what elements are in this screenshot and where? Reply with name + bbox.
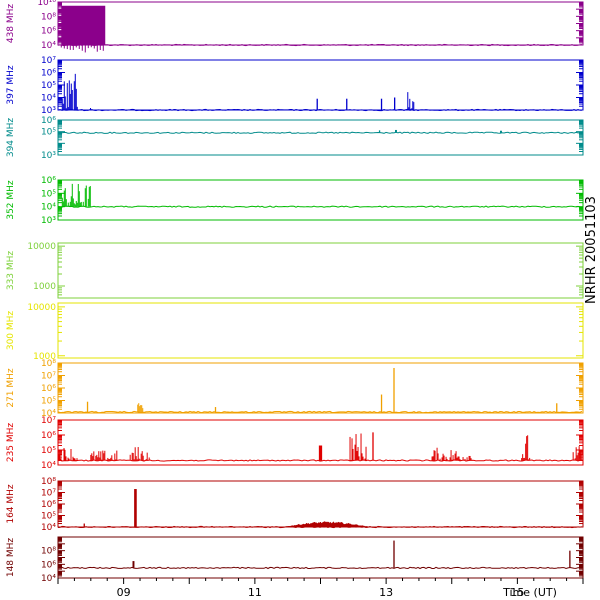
y-tick-label: 10⁴ <box>41 461 56 471</box>
y-tick-label: 10⁶ <box>41 69 56 79</box>
x-tick-label: 09 <box>117 586 131 599</box>
y-tick-label: 10000 <box>27 303 56 313</box>
y-tick-label: 10³ <box>41 106 56 116</box>
burst <box>129 447 150 461</box>
frequency-label: 271 MHz <box>6 368 16 408</box>
y-tick-label: 10⁸ <box>41 12 56 22</box>
y-tick-label: 10000 <box>27 242 56 252</box>
frequency-label: 300 MHz <box>6 311 16 351</box>
frequency-label: 394 MHz <box>6 118 16 158</box>
burst <box>57 447 78 461</box>
x-tick-label: 13 <box>379 586 393 599</box>
y-tick-label: 10¹⁰ <box>37 0 56 8</box>
burst <box>407 92 415 110</box>
y-tick-label: 10⁵ <box>41 189 56 199</box>
frequency-label: 148 MHz <box>6 538 16 578</box>
frequency-label: 397 MHz <box>6 65 16 105</box>
y-tick-label: 10⁶ <box>41 560 56 570</box>
panel-frame <box>57 242 584 299</box>
y-tick-label: 10⁴ <box>41 41 56 51</box>
series-baseline <box>57 43 583 47</box>
frequency-label: 438 MHz <box>6 4 16 44</box>
burst <box>284 521 370 528</box>
frequency-label: 164 MHz <box>6 484 16 524</box>
y-tick-label: 10⁶ <box>41 384 56 394</box>
panel-397-mhz: 10³ 10⁴ 10⁵ 10⁶ 10⁷ 397 MHz <box>6 56 584 116</box>
series-baseline <box>57 108 583 112</box>
series-baseline <box>57 459 583 462</box>
y-tick-label: 10⁶ <box>41 116 56 126</box>
y-tick-label: 10⁶ <box>41 431 56 441</box>
y-tick-label: 10⁷ <box>41 489 56 499</box>
panel-438-mhz: 10⁴ 10⁶ 10⁸ 10¹⁰ 438 MHz <box>6 0 584 53</box>
series-baseline <box>58 131 583 134</box>
panel-394-mhz: 10³ 10⁵ 10⁶ 394 MHz <box>6 116 584 161</box>
burst <box>572 446 583 461</box>
y-tick-label: 10⁶ <box>41 27 56 37</box>
burst <box>60 183 91 207</box>
y-tick-label: 10⁴ <box>41 409 56 419</box>
burst <box>61 5 106 45</box>
chart-title: NRHR 20051103 <box>584 196 599 304</box>
y-tick-label: 10⁷ <box>41 416 56 426</box>
burst <box>136 403 144 413</box>
y-tick-label: 10⁶ <box>41 176 56 186</box>
panel-352-mhz: 10³ 10⁴ 10⁵ 10⁶ 352 MHz <box>6 176 584 226</box>
series-baseline <box>57 410 583 414</box>
y-tick-label: 10⁴ <box>41 203 56 213</box>
series-baseline <box>57 566 583 570</box>
y-tick-label: 10⁴ <box>41 574 56 584</box>
y-tick-label: 10⁴ <box>41 94 56 104</box>
frequency-label: 333 MHz <box>6 251 16 291</box>
y-tick-label: 1000 <box>33 352 56 362</box>
panel-300-mhz: 1000 10000 300 MHz <box>6 302 584 362</box>
panel-333-mhz: 1000 10000 333 MHz <box>6 242 584 299</box>
y-tick-label: 1000 <box>33 282 56 292</box>
burst <box>60 73 78 110</box>
y-tick-label: 10⁵ <box>41 446 56 456</box>
burst <box>431 447 472 461</box>
y-tick-label: 10³ <box>41 151 56 161</box>
frequency-label: 235 MHz <box>6 423 16 463</box>
y-tick-label: 10⁴ <box>41 523 56 533</box>
panel-235-mhz: 10⁴ 10⁵ 10⁶ 10⁷ 235 MHz <box>6 416 584 471</box>
y-tick-label: 10⁵ <box>41 397 56 407</box>
y-tick-label: 10⁸ <box>41 477 56 487</box>
panel-271-mhz: 10⁴ 10⁵ 10⁶ 10⁷ 10⁸ 271 MHz <box>6 359 584 419</box>
y-tick-label: 10⁵ <box>41 512 56 522</box>
y-tick-label: 10⁵ <box>41 81 56 91</box>
y-tick-label: 10⁷ <box>41 372 56 382</box>
frequency-label: 352 MHz <box>6 180 16 220</box>
y-tick-label: 10⁸ <box>41 359 56 369</box>
x-axis-label: Time (UT) <box>502 586 557 599</box>
series-baseline <box>57 205 583 208</box>
burst <box>90 450 118 461</box>
y-tick-label: 10⁷ <box>41 56 56 66</box>
panel-frame <box>57 302 584 359</box>
y-tick-label: 10⁵ <box>41 128 56 138</box>
y-tick-label: 10⁸ <box>41 547 56 557</box>
series-baseline <box>57 525 583 529</box>
x-tick-label: 15 <box>510 586 524 599</box>
x-tick-label: 11 <box>248 586 262 599</box>
y-tick-label: 10⁶ <box>41 500 56 510</box>
burst <box>87 108 92 110</box>
burst <box>520 435 531 461</box>
burst <box>349 433 367 461</box>
y-tick-label: 10³ <box>41 216 56 226</box>
